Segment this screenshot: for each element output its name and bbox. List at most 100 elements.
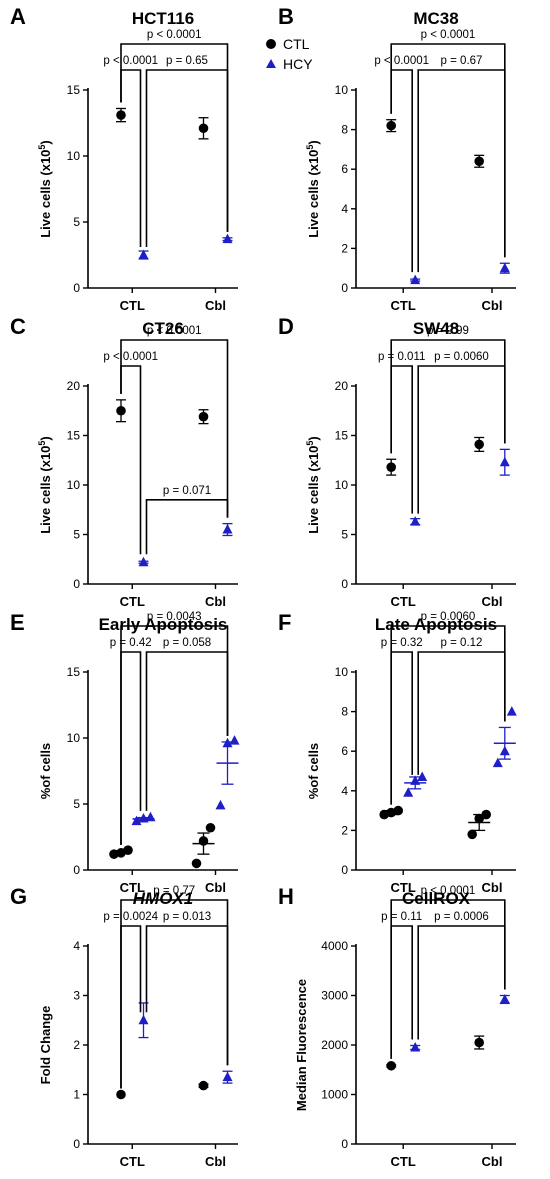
x-tick-label-f-1: Cbl [482,880,503,895]
comparison-label-h-2: p < 0.0001 [421,885,476,897]
legend-ctl-label: CTL [283,36,310,52]
comparison-label-e-1: p = 0.058 [163,637,211,649]
comparison-bracket-c-0 [120,365,142,555]
y-tick-label-g-3: 3 [73,989,80,1003]
panel-letter-f: F [278,610,291,635]
comparison-bracket-c-2 [120,339,229,518]
data-point-e-3-0 [215,799,226,810]
comparison-label-b-2: p < 0.0001 [421,29,476,41]
y-axis-title-d: Live cells (x105) [305,436,321,534]
x-tick-label-c-1: Cbl [205,594,226,609]
data-point-c-1 [138,556,149,567]
data-point-e-3-2 [229,735,240,745]
panel-title-d: SW48 [413,319,459,338]
comparison-label-f-2: p = 0.0060 [421,611,476,623]
y-tick-label-d-0: 0 [341,577,348,591]
y-axis-title-h: Median Fluorescence [294,979,309,1111]
y-tick-label-h-3: 3000 [321,989,348,1003]
data-point-g-3 [222,1071,233,1082]
comparison-label-c-0: p < 0.0001 [103,351,158,363]
data-point-b-3 [499,262,510,273]
y-axis-title-b: Live cells (x105) [305,140,321,238]
data-point-d-3 [499,456,510,467]
data-point-a-3 [222,233,233,244]
data-point-h-0 [386,1060,397,1071]
data-point-e-2-2 [205,822,216,833]
data-point-h-2 [474,1037,485,1048]
y-tick-label-a-3: 15 [67,83,81,97]
y-tick-label-c-1: 5 [73,528,80,542]
legend-ctl-marker [266,39,276,49]
y-axis-title-e: %of cells [38,743,53,799]
panel-title-h: CellROX [402,889,471,908]
y-tick-label-b-0: 0 [341,281,348,295]
data-point-a-1 [138,249,149,259]
x-tick-label-f-0: CTL [391,880,416,895]
comparison-bracket-d-1 [417,365,506,514]
comparison-bracket-a-0 [120,69,142,247]
comparison-label-a-1: p = 0.65 [166,55,208,67]
x-tick-label-a-0: CTL [120,298,145,313]
legend-hcy-marker [266,59,276,68]
comparison-label-a-2: p < 0.0001 [147,29,202,41]
panel-title-g: HMOX1 [133,889,193,908]
x-tick-label-d-0: CTL [391,594,416,609]
comparison-bracket-b-0 [390,69,414,273]
y-tick-label-a-2: 10 [67,149,81,163]
data-point-d-0 [386,462,397,472]
comparison-label-e-0: p = 0.42 [110,637,152,649]
panel-letter-b: B [278,4,294,29]
data-point-e-1-0 [131,815,142,826]
panel-letter-a: A [10,4,26,29]
comparison-label-b-1: p = 0.67 [441,55,483,67]
y-tick-label-b-5: 10 [335,83,349,97]
y-tick-label-a-1: 5 [73,215,80,229]
x-tick-label-h-0: CTL [391,1154,416,1169]
data-point-c-0 [116,405,126,416]
y-tick-label-d-3: 15 [335,429,349,443]
x-tick-label-d-1: Cbl [482,594,503,609]
data-point-f-3-0 [492,757,503,768]
panel-letter-c: C [10,314,26,339]
y-tick-label-d-1: 5 [341,528,348,542]
data-point-d-1 [410,516,421,526]
data-point-f-1-2 [417,771,428,781]
y-tick-label-b-2: 4 [341,202,348,216]
panel-letter-d: D [278,314,294,339]
comparison-bracket-c-1 [145,499,229,555]
x-tick-label-b-0: CTL [391,298,416,313]
comparison-bracket-e-1 [145,651,229,811]
comparison-bracket-f-1 [417,651,506,775]
legend: CTL HCY [266,36,313,72]
x-tick-label-b-1: Cbl [482,298,503,313]
data-point-f-2-2 [481,809,492,820]
data-point-f-1-0 [403,787,414,797]
data-point-b-1 [410,274,421,285]
data-point-b-0 [386,120,397,131]
comparison-label-d-2: p = 0.99 [427,325,469,337]
y-tick-label-f-1: 2 [341,823,348,837]
data-point-c-2 [198,411,209,422]
data-point-g-1 [138,1014,149,1025]
data-point-h-1 [410,1041,421,1052]
comparison-bracket-d-0 [390,365,414,514]
comparison-bracket-h-1 [417,925,506,1040]
y-tick-label-e-2: 10 [67,731,81,745]
comparison-bracket-e-2 [120,625,229,845]
y-tick-label-g-0: 0 [73,1137,80,1151]
comparison-bracket-e-0 [120,651,142,845]
comparison-bracket-d-2 [390,339,506,454]
panel-letter-e: E [10,610,25,635]
y-tick-label-e-3: 15 [67,665,81,679]
x-tick-label-e-1: Cbl [205,880,226,895]
data-point-f-2-0 [467,829,478,840]
comparison-bracket-h-2 [390,899,506,1059]
x-tick-label-g-0: CTL [120,1154,145,1169]
data-point-h-3 [499,993,510,1004]
y-tick-label-f-4: 8 [341,705,348,719]
y-tick-label-f-0: 0 [341,863,348,877]
y-tick-label-d-4: 20 [335,379,349,393]
comparison-label-g-2: p = 0.77 [153,885,195,897]
comparison-label-f-0: p = 0.32 [381,637,423,649]
x-tick-label-h-1: Cbl [482,1154,503,1169]
